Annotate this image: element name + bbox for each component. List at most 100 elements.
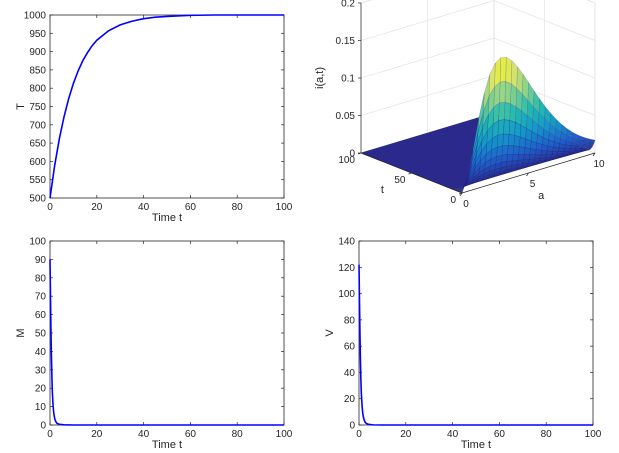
y-tick-label: 0 — [349, 421, 355, 432]
x-axis-label: Time t — [461, 439, 491, 451]
x-tick-label: 80 — [232, 429, 244, 440]
y-tick-label: 550 — [29, 175, 46, 186]
x-tick-label: 0 — [356, 429, 362, 440]
surface-patch — [575, 145, 582, 149]
a-tick-label: 0 — [463, 199, 469, 210]
y-tick-label: 30 — [35, 365, 47, 376]
z-tick-label: 0.1 — [341, 74, 355, 85]
a-tick-mark — [459, 192, 463, 197]
surface-patch — [504, 81, 512, 104]
t-tick-mark — [408, 172, 412, 175]
y-tick-label: 950 — [29, 29, 46, 40]
t-tick-label: 100 — [338, 155, 355, 166]
x-tick-label: 80 — [232, 202, 244, 213]
surface-patch — [513, 135, 521, 147]
surface-patch — [497, 119, 505, 136]
x-tick-label: 40 — [138, 429, 150, 440]
surface-patch — [539, 154, 547, 159]
surface-patch — [508, 120, 516, 136]
x-tick-label: 80 — [541, 429, 553, 440]
surface-patch — [540, 150, 548, 155]
surface-patch — [524, 147, 531, 155]
surface-patch — [499, 81, 506, 104]
surface-patch — [499, 57, 507, 83]
chart-panel-0: 0 20 40 60 80 100 500 550 600 650 700 750 800 850 900 9… — [15, 11, 293, 225]
surface-patch — [512, 145, 520, 155]
surface-patch — [569, 148, 576, 152]
y-tick-label: 70 — [35, 292, 47, 303]
t-tick-mark — [458, 192, 463, 195]
t-axis-label: t — [381, 184, 384, 196]
chart-panel-3: 0 20 40 60 80 100 0 20 40 60 80 100 120 140 Time t V — [324, 237, 602, 452]
x-tick-label: 60 — [185, 429, 197, 440]
x-tick-label: 60 — [494, 429, 506, 440]
y-axis-label: M — [15, 328, 27, 337]
surface-patch — [529, 148, 537, 155]
surface-patch — [496, 145, 503, 157]
surface-patch — [503, 119, 510, 135]
y-axis-label: V — [324, 329, 336, 337]
z-tick-label: 0.05 — [336, 111, 356, 122]
surface-patch — [511, 159, 519, 166]
series-line-0 — [49, 259, 284, 426]
surface-patch — [502, 133, 510, 146]
surface-patch — [517, 154, 525, 161]
surface-patch — [546, 150, 553, 155]
x-tick-label: 20 — [91, 429, 103, 440]
y-tick-label: 100 — [29, 237, 46, 248]
x-tick-label: 60 — [185, 202, 197, 213]
y-tick-label: 90 — [35, 255, 47, 266]
surface-patch — [507, 145, 514, 155]
x-axis-label: Time t — [152, 439, 182, 451]
y-tick-label: 60 — [35, 310, 47, 321]
x-tick-label: 0 — [47, 429, 53, 440]
y-tick-label: 40 — [344, 368, 356, 379]
surface-patch — [512, 154, 519, 161]
y-tick-label: 120 — [338, 263, 355, 274]
x-tick-label: 100 — [585, 429, 602, 440]
t-tick-label: 0 — [450, 195, 456, 206]
surface-patch — [534, 154, 541, 159]
y-tick-label: 800 — [29, 84, 46, 95]
a-tick-mark — [526, 172, 529, 177]
surface-patch — [551, 151, 559, 155]
y-tick-label: 900 — [29, 47, 46, 58]
surface-patch — [498, 101, 506, 121]
y-tick-label: 20 — [344, 394, 356, 405]
series-line-0 — [358, 264, 593, 426]
y-tick-label: 750 — [29, 102, 46, 113]
surface-patch — [523, 154, 530, 160]
z-tick-label: 0 — [349, 149, 355, 160]
plot-area — [358, 240, 594, 426]
series-line-0 — [49, 14, 284, 199]
x-tick-label: 40 — [138, 202, 150, 213]
z-axis-label: i(a,t) — [314, 67, 326, 89]
surface-patch — [518, 146, 526, 155]
y-tick-label: 80 — [35, 273, 47, 284]
y-tick-label: 40 — [35, 347, 47, 358]
surface-patch — [528, 154, 536, 160]
surface-patch — [587, 144, 594, 147]
surface-patch — [508, 133, 515, 146]
plot-area — [49, 240, 285, 426]
y-tick-label: 1000 — [24, 11, 47, 22]
x-tick-label: 0 — [47, 202, 53, 213]
x-tick-label: 40 — [447, 429, 459, 440]
y-tick-label: 0 — [40, 421, 46, 432]
t-tick-label: 50 — [394, 175, 406, 186]
y-tick-label: 500 — [29, 194, 46, 205]
x-tick-label: 20 — [400, 429, 412, 440]
surface-patch — [501, 154, 508, 163]
y-tick-label: 650 — [29, 139, 46, 150]
surface-patch — [504, 101, 511, 121]
chart-panel-2: 0 20 40 60 80 100 0 10 20 30 40 50 60 70 80 90 100 Time t… — [15, 237, 293, 452]
y-tick-label: 10 — [35, 402, 47, 413]
y-tick-label: 140 — [338, 237, 355, 248]
y-tick-label: 50 — [35, 329, 47, 340]
surface-patch — [501, 145, 509, 156]
surface-patch — [506, 154, 514, 162]
surface-patch — [557, 151, 564, 155]
z-tick-label: 0.15 — [336, 36, 356, 47]
surface-patch — [509, 103, 517, 123]
